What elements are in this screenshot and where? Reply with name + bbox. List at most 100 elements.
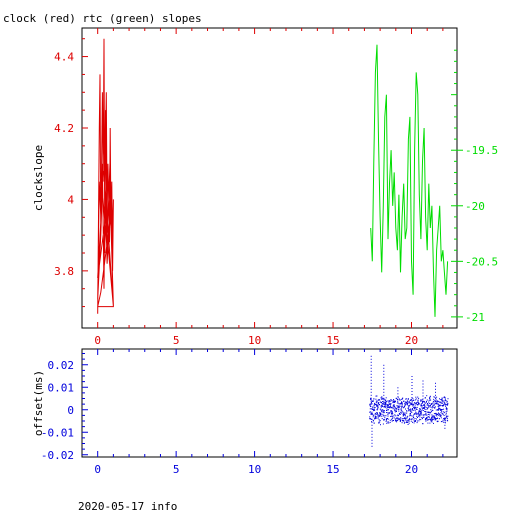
offset-point [411,402,413,404]
offset-point [392,400,394,402]
offset-point [397,406,399,408]
offset-point [433,400,435,402]
slope-y-ticks: 3.8 4 4.2 4.4 [54,38,88,308]
offset-point [382,406,384,407]
offset-point [433,396,435,398]
offset-point [432,416,434,418]
offset-point [401,407,403,409]
offset-point [424,411,426,412]
offset-point [399,419,401,421]
offset-point [443,419,445,421]
offset-point [403,422,405,424]
offset-point [428,413,429,415]
offset-point [425,414,427,416]
offset-point [401,422,403,424]
offset-point [380,414,382,416]
offset-point [406,400,408,402]
offset-point [374,418,376,419]
offset-point [432,418,434,420]
offset-point [415,398,417,400]
offset-point [431,421,433,423]
offset-point [391,407,392,409]
offset-point [422,416,424,418]
offset-point [374,409,376,411]
offset-point [392,407,394,409]
offset-point [379,420,381,421]
offset-point [417,401,419,403]
offset-point [424,405,426,407]
offset-point [404,401,406,403]
offset-point [410,409,412,411]
offset-point [420,399,422,401]
offset-point [383,402,385,404]
offset-point [445,417,447,419]
offset-point [409,417,411,419]
offset-point [408,410,410,412]
offset-point [431,407,433,409]
offset-point [379,408,381,410]
offset-point [440,415,442,417]
offset-point [380,408,382,410]
offset-point [442,421,444,423]
offset-point [405,422,407,423]
offset-point [410,414,412,416]
offset-x-tick-label: 20 [405,463,418,476]
offset-point [437,420,439,422]
offset-point [377,413,378,415]
offset-point [395,415,397,417]
offset-point [401,403,403,405]
offset-point [396,420,398,421]
offset-point [414,418,416,419]
offset-point [433,398,435,400]
offset-series [369,355,449,447]
offset-point [427,407,429,409]
offset-spike-point [397,390,399,392]
offset-point [398,406,400,408]
offset-point [435,409,437,411]
offset-point [380,397,382,399]
offset-point [381,398,383,400]
offset-point [379,399,381,401]
offset-point [396,418,398,420]
offset-point [369,418,371,420]
offset-point [429,412,431,414]
offset-point [438,406,440,408]
offset-spike-point [371,433,373,435]
offset-point [443,412,445,414]
offset-point [416,406,418,408]
offset-point [425,419,426,421]
offset-point [388,406,389,408]
offset-point [430,409,432,411]
offset-point [418,410,420,412]
offset-point [438,414,440,416]
offset-point [397,400,399,402]
offset-point [419,418,421,420]
offset-spike-point [370,382,372,384]
offset-point [372,416,374,418]
offset-point [425,418,427,419]
offset-point [391,412,393,414]
offset-point [438,401,440,403]
offset-point [387,404,389,406]
offset-point [444,417,446,419]
offset-point [396,407,398,409]
offset-point [398,407,400,409]
offset-point [403,420,405,422]
offset-x-tick-label: 0 [94,463,101,476]
offset-point [443,415,445,416]
offset-point [423,401,425,403]
offset-point [437,404,439,406]
offset-point [407,407,409,409]
offset-point [410,408,412,410]
slope-y-axis-label: clockslope [32,145,45,211]
offset-point [391,410,393,412]
offset-point [429,397,430,399]
offset-point [417,396,419,398]
offset-point [442,401,444,403]
offset-spike-point [411,400,413,401]
offset-spike-point [383,370,385,372]
offset-point [404,405,405,407]
offset-point [428,419,430,421]
slope-plot-frame [81,27,458,329]
offset-spike-point [383,394,385,396]
